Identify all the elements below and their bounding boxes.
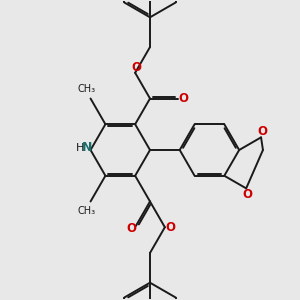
Text: CH₃: CH₃ [77,206,95,216]
Text: N: N [82,141,92,154]
Text: H: H [76,142,84,153]
Text: O: O [243,188,253,201]
Text: CH₃: CH₃ [77,84,95,94]
Text: O: O [166,221,176,234]
Text: O: O [257,125,268,138]
Text: O: O [126,222,136,236]
Text: O: O [132,61,142,74]
Text: O: O [178,92,189,105]
